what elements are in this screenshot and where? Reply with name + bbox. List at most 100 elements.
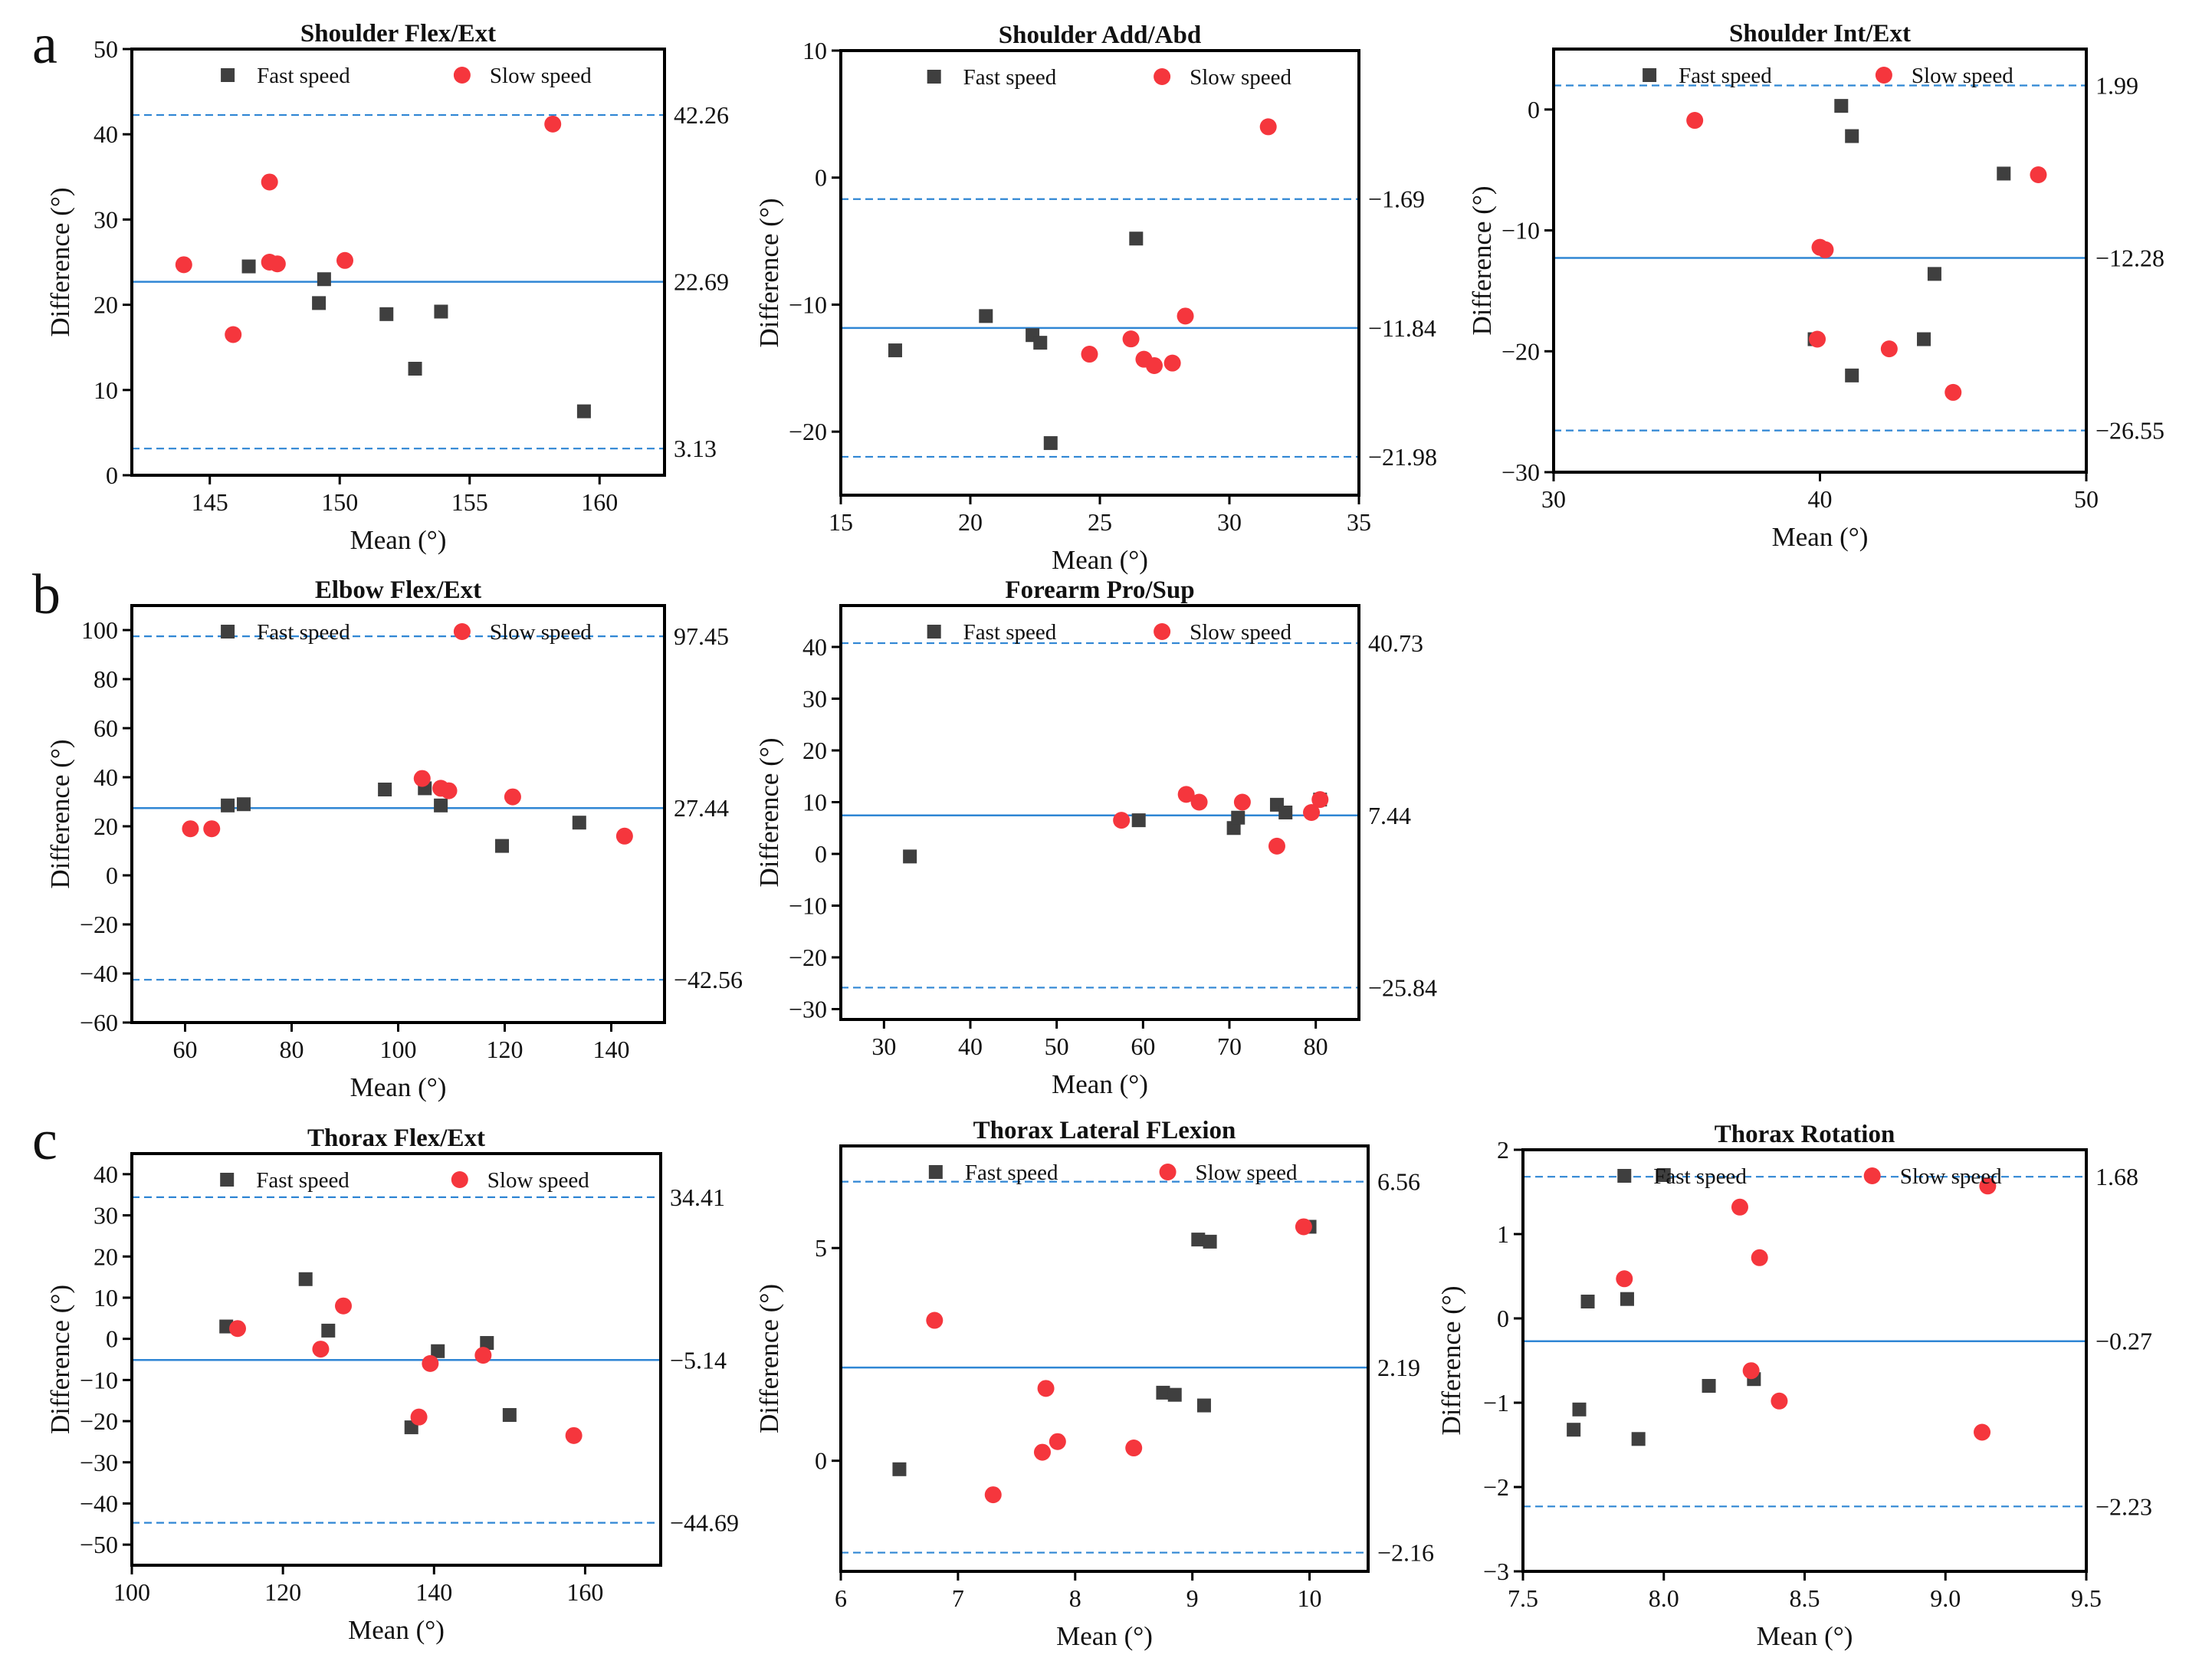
x-axis-label: Mean (°)	[348, 1615, 445, 1645]
upper-loa-label: 97.45	[674, 622, 729, 650]
x-tick-label: 8.5	[1790, 1584, 1820, 1612]
slow-speed-point	[1809, 330, 1826, 348]
x-tick-label: 7	[952, 1584, 964, 1612]
fast-speed-point	[1997, 166, 2011, 181]
legend-slow-marker	[453, 623, 471, 640]
y-tick-label: −10	[1501, 217, 1540, 245]
slow-speed-point	[440, 782, 458, 799]
slow-speed-point	[336, 251, 353, 269]
y-axis-label: Difference (°)	[1436, 1285, 1466, 1435]
y-tick-label: 0	[815, 164, 827, 192]
y-tick-label: −10	[789, 291, 827, 318]
y-tick-label: 80	[94, 665, 118, 693]
legend-slow-label: Slow speed	[490, 620, 592, 645]
slow-speed-point	[335, 1297, 352, 1315]
y-tick-label: −3	[1483, 1558, 1509, 1585]
mean-difference-label: −0.27	[2095, 1328, 2152, 1355]
slow-speed-point	[1880, 340, 1898, 358]
slow-speed-point	[422, 1354, 439, 1372]
legend-slow-label: Slow speed	[1190, 620, 1291, 645]
slow-speed-point	[1163, 354, 1181, 372]
fast-speed-point	[434, 304, 448, 319]
slow-speed-point	[410, 1408, 428, 1426]
legend-slow-marker	[1159, 1164, 1177, 1180]
mean-difference-label: −5.14	[670, 1346, 727, 1374]
y-tick-label: 100	[81, 616, 118, 644]
upper-loa-label: −1.69	[1368, 185, 1425, 213]
y-tick-label: −1	[1483, 1389, 1509, 1417]
fast-speed-point	[1572, 1402, 1587, 1417]
y-tick-label: 30	[94, 1202, 118, 1229]
chart-title: Thorax Rotation	[1715, 1121, 1895, 1148]
fast-speed-point	[1167, 1387, 1182, 1402]
legend-slow-label: Slow speed	[1190, 65, 1291, 90]
y-tick-label: 0	[815, 840, 827, 868]
y-tick-label: 0	[106, 1325, 118, 1353]
slow-speed-point	[1190, 793, 1208, 811]
upper-loa-label: 42.26	[674, 101, 729, 129]
panel-labels: a b c	[32, 13, 61, 1172]
fast-speed-point	[1278, 806, 1293, 819]
slow-speed-point	[1049, 1433, 1066, 1450]
plot-frame	[839, 1144, 1370, 1573]
slow-speed-point	[203, 820, 221, 838]
y-tick-label: −50	[80, 1531, 118, 1558]
y-tick-label: 10	[802, 37, 827, 64]
fast-speed-point	[1620, 1292, 1634, 1306]
y-tick-label: 5	[815, 1234, 827, 1262]
legend-fast-label: Fast speed	[963, 65, 1057, 90]
x-tick-label: 30	[1541, 485, 1566, 513]
slow-speed-point	[1686, 112, 1704, 130]
y-tick-label: −20	[789, 418, 827, 445]
legend-fast-marker	[927, 625, 941, 639]
slow-speed-point	[544, 115, 562, 133]
y-tick-label: −40	[80, 960, 118, 987]
legend-fast-label: Fast speed	[963, 620, 1057, 645]
upper-loa-label: 1.68	[2095, 1163, 2138, 1190]
fast-speed-point	[979, 309, 993, 323]
slow-speed-point	[1125, 1440, 1143, 1457]
mean-difference-label: −11.84	[1368, 314, 1436, 342]
y-tick-label: −60	[80, 1009, 118, 1036]
chart-thorax-rotation: Thorax Rotation 1.68 −0.27 −2.23 Fast speed S…	[1436, 1121, 2152, 1651]
x-tick-label: 15	[829, 508, 853, 536]
legend-fast-label: Fast speed	[1653, 1164, 1747, 1189]
fast-speed-point	[1927, 267, 1941, 281]
slow-speed-point	[268, 255, 286, 273]
fast-speed-point	[378, 783, 392, 796]
fast-speed-point	[1191, 1233, 1206, 1247]
plot-frame	[130, 604, 666, 1024]
fast-speed-point	[495, 839, 510, 853]
legend-fast-label: Fast speed	[257, 620, 350, 645]
y-tick-label: −40	[80, 1489, 118, 1517]
y-tick-label: 20	[94, 813, 118, 840]
y-tick-label: 40	[94, 1161, 118, 1188]
fast-speed-point	[572, 816, 586, 830]
slow-speed-point	[474, 1347, 492, 1364]
x-tick-label: 50	[2074, 485, 2099, 513]
slow-speed-point	[1037, 1380, 1055, 1397]
slow-speed-point	[1974, 1423, 1991, 1441]
slow-speed-point	[2030, 166, 2047, 184]
legend-slow-marker	[1875, 67, 1892, 84]
x-tick-label: 100	[380, 1036, 417, 1063]
fast-speed-point	[379, 307, 394, 321]
fast-speed-point	[576, 404, 591, 419]
slow-speed-point	[1771, 1392, 1788, 1410]
plot-frame	[1521, 1148, 2088, 1573]
legend-slow-label: Slow speed	[487, 1168, 589, 1193]
slow-speed-point	[225, 326, 242, 343]
legend-slow-label: Slow speed	[1912, 64, 2013, 88]
fast-speed-point	[502, 1407, 517, 1422]
fast-speed-point	[1156, 1385, 1170, 1400]
slow-speed-point	[1742, 1362, 1760, 1380]
x-tick-label: 160	[566, 1578, 603, 1606]
fast-speed-point	[1702, 1379, 1716, 1393]
x-tick-label: 70	[1217, 1032, 1242, 1060]
slow-speed-point	[1081, 346, 1098, 363]
upper-loa-label: 34.41	[670, 1183, 725, 1211]
slow-speed-point	[229, 1320, 246, 1338]
y-tick-label: 20	[94, 291, 118, 319]
fast-speed-point	[1834, 99, 1849, 113]
x-axis-label: Mean (°)	[1052, 545, 1148, 575]
